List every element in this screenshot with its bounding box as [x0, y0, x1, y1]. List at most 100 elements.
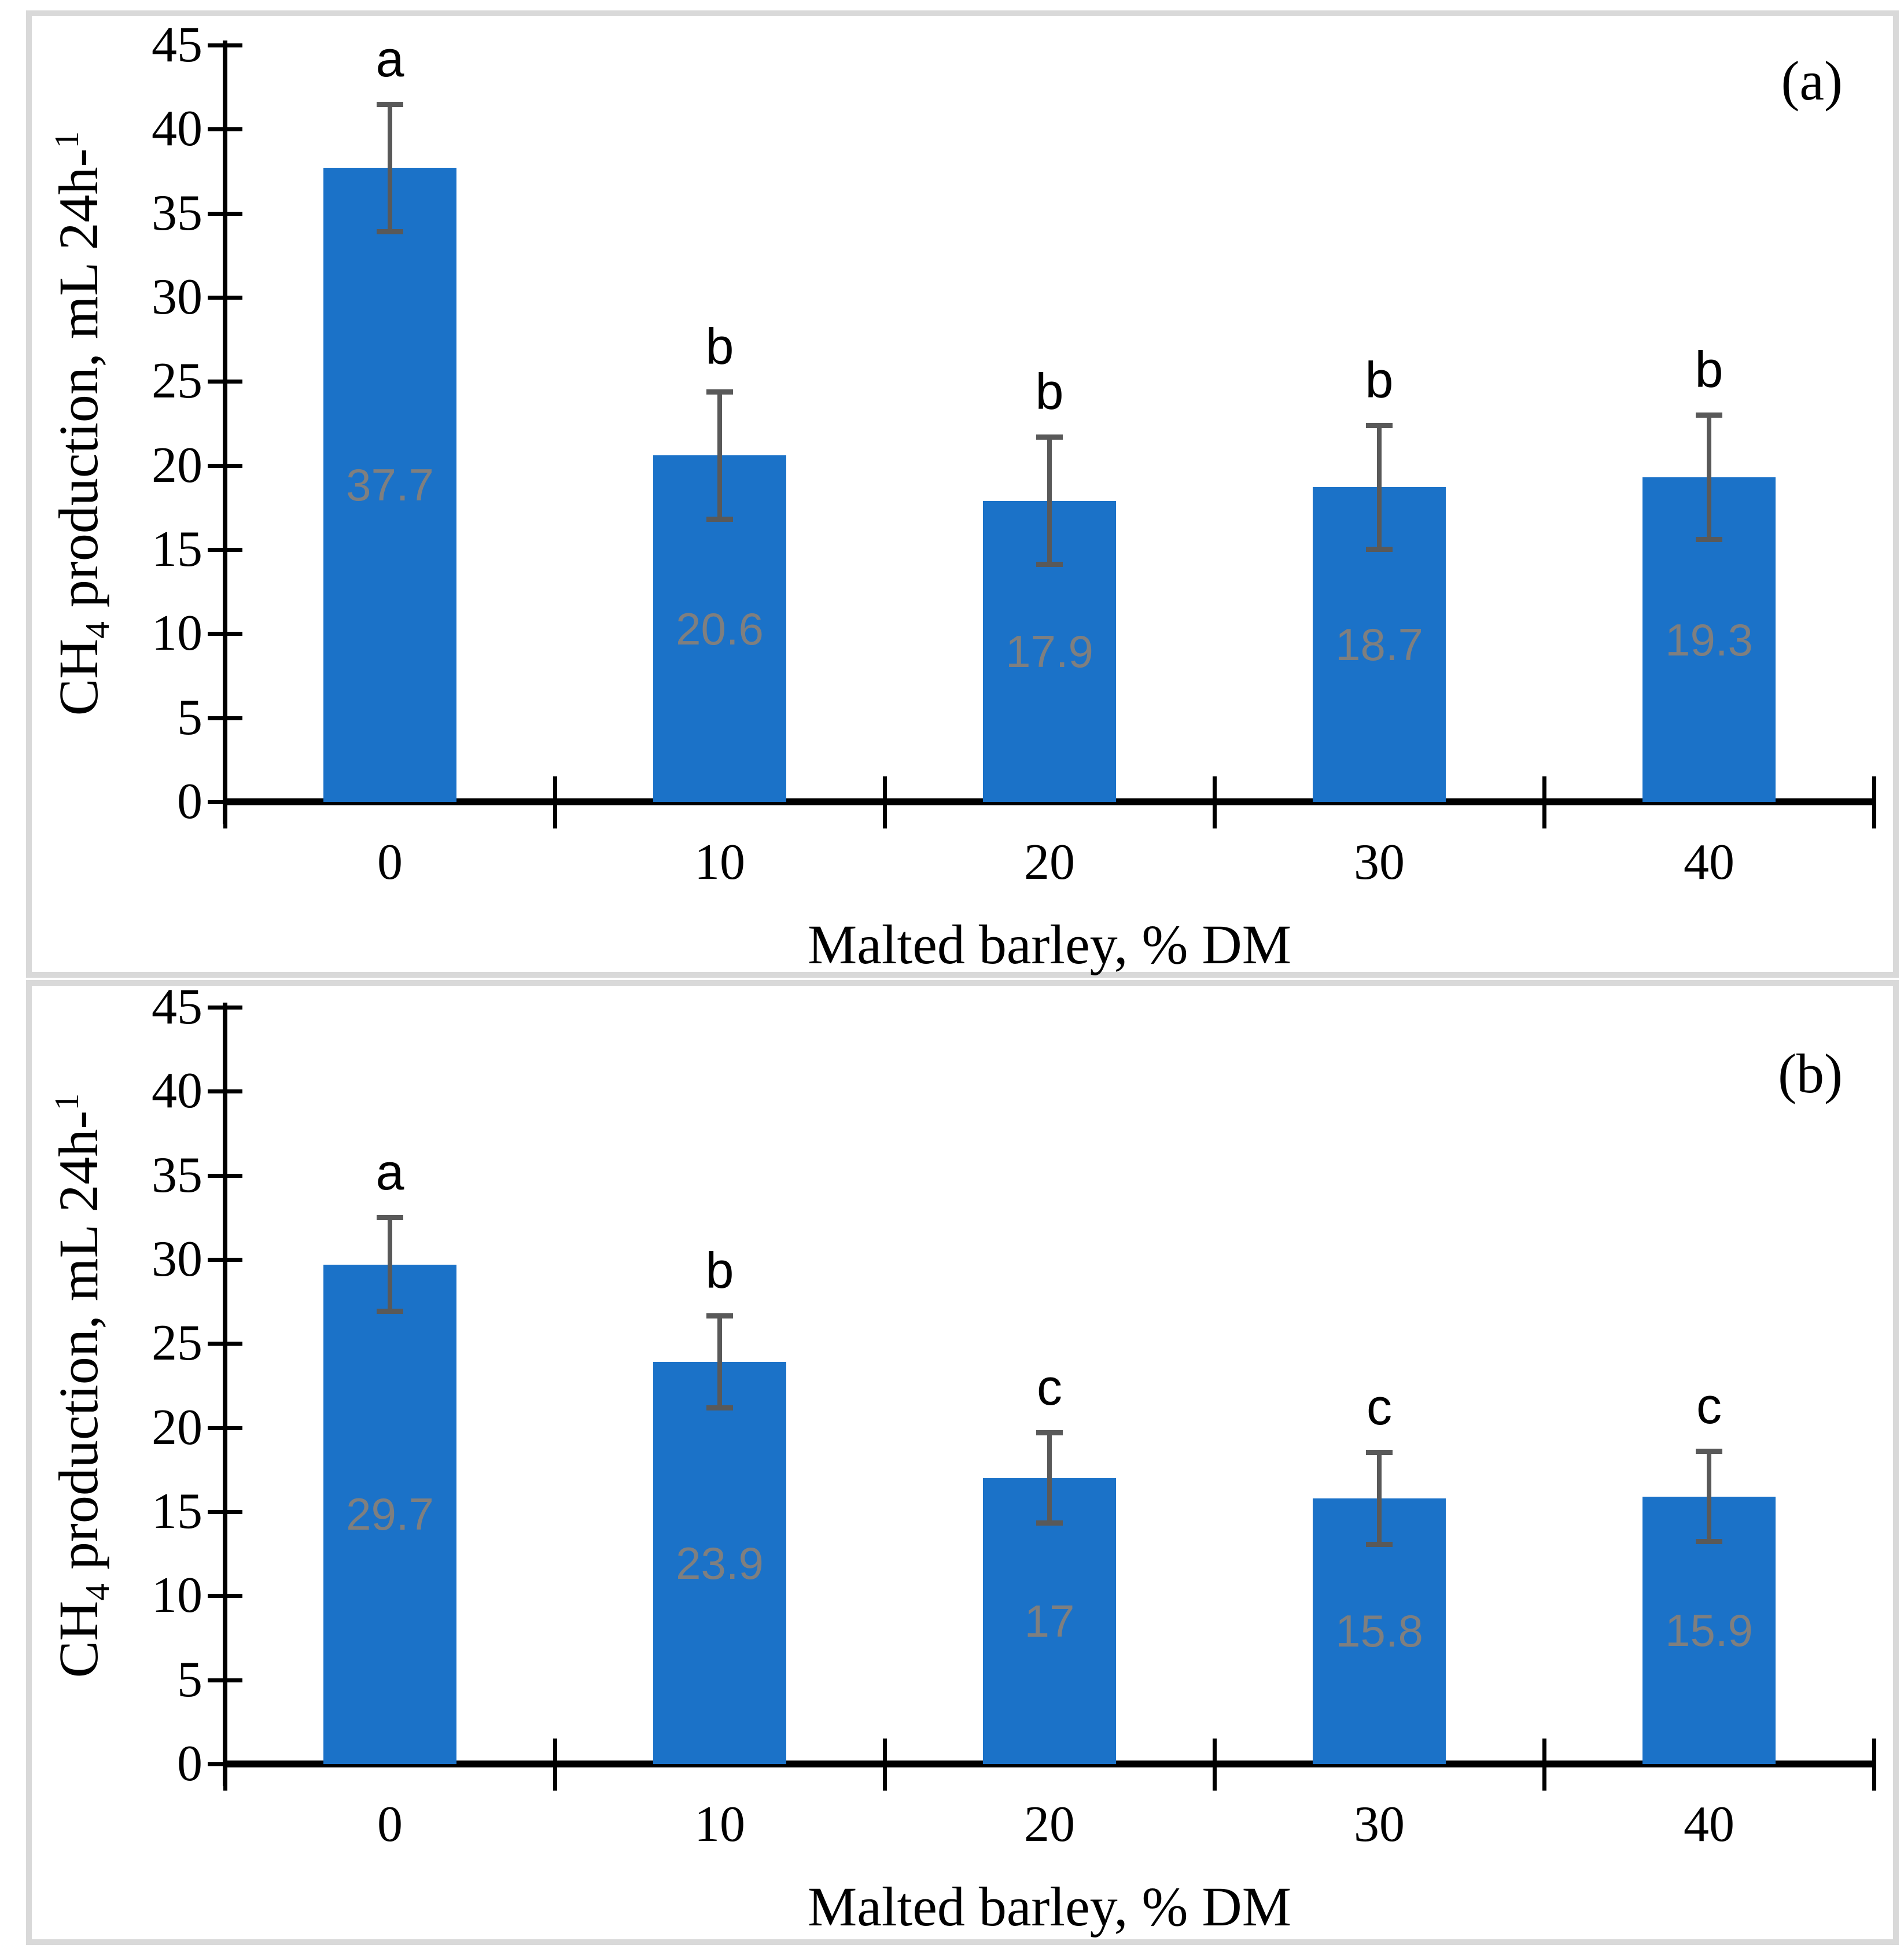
error-bar-line — [1047, 1432, 1052, 1524]
x-axis-tick — [223, 1739, 227, 1791]
significance-letter: a — [375, 1143, 404, 1201]
y-axis-tick — [208, 716, 242, 720]
y-axis-tick-label: 15 — [152, 521, 202, 577]
x-axis-tick-label: 40 — [1684, 834, 1734, 890]
error-bar-line — [388, 104, 392, 232]
x-axis-line — [225, 1761, 1876, 1767]
y-axis-tick — [208, 380, 242, 384]
significance-letter: b — [1365, 351, 1394, 408]
x-axis-tick — [1213, 1739, 1217, 1791]
y-axis-tick — [208, 43, 242, 47]
error-bar-line — [1377, 1452, 1382, 1545]
error-bar-line — [1377, 425, 1382, 550]
y-axis-tick — [208, 296, 242, 300]
y-axis-tick-label: 30 — [152, 1231, 202, 1287]
bar-value-label: 29.7 — [346, 1489, 434, 1540]
x-axis-tick-label: 10 — [694, 1796, 745, 1852]
y-axis-tick-label: 20 — [152, 1399, 202, 1456]
error-bar-line — [1707, 1451, 1711, 1542]
bar-value-label: 19.3 — [1665, 614, 1753, 665]
y-axis-tick-label: 25 — [152, 1315, 202, 1372]
error-bar-cap-bottom — [706, 1405, 733, 1411]
y-axis-tick — [208, 1594, 242, 1599]
y-axis-tick — [208, 632, 242, 636]
x-axis-tick-label: 20 — [1024, 834, 1075, 890]
y-axis-tick — [208, 211, 242, 216]
x-axis-tick — [1213, 776, 1217, 828]
error-bar-cap-bottom — [1696, 1539, 1722, 1545]
y-axis-tick-label: 30 — [152, 269, 202, 325]
error-bar-line — [717, 391, 722, 520]
x-axis-tick-label: 0 — [377, 834, 403, 890]
significance-letter: b — [705, 1242, 734, 1299]
x-axis-tick — [223, 776, 227, 828]
bar — [653, 1362, 786, 1764]
error-bar-cap-bottom — [706, 516, 733, 522]
y-axis-tick-label: 0 — [177, 1736, 202, 1792]
error-bar-cap-bottom — [377, 229, 403, 234]
error-bar-line — [1707, 415, 1711, 540]
y-axis-tick-label: 35 — [152, 185, 202, 241]
y-axis-tick-label: 35 — [152, 1147, 202, 1203]
significance-letter: c — [1696, 1377, 1722, 1435]
y-axis-tick-label: 5 — [177, 1651, 202, 1708]
bar-value-label: 15.8 — [1335, 1605, 1423, 1657]
x-axis-tick — [1872, 1739, 1876, 1791]
chart-panel-b: (b) CH4 production, mL 24h-1 Malted barl… — [26, 979, 1899, 1945]
bar-value-label: 18.7 — [1335, 619, 1423, 671]
panel-corner-label: (b) — [1778, 1043, 1843, 1104]
significance-letter: c — [1037, 1358, 1062, 1416]
y-axis-tick — [208, 127, 242, 132]
x-axis-tick-label: 20 — [1024, 1796, 1075, 1852]
significance-letter: b — [705, 317, 734, 375]
x-axis-tick — [883, 1739, 887, 1791]
error-bar-cap-top — [1696, 413, 1722, 418]
chart-panel-a: (a) CH4 production, mL 24h-1 Malted barl… — [26, 10, 1899, 978]
error-bar-line — [717, 1316, 722, 1409]
x-axis-tick-label: 30 — [1354, 834, 1405, 890]
y-axis-tick-label: 20 — [152, 437, 202, 493]
y-axis-tick-label: 10 — [152, 605, 202, 662]
error-bar-cap-top — [1366, 422, 1393, 428]
x-axis-tick-label: 30 — [1354, 1796, 1405, 1852]
y-axis-line — [223, 1003, 227, 1786]
y-axis-tick — [208, 1258, 242, 1262]
error-bar-cap-top — [1696, 1449, 1722, 1454]
error-bar-cap-top — [1036, 1430, 1063, 1436]
x-axis-tick — [1542, 1739, 1546, 1791]
bar-value-label: 17.9 — [1006, 625, 1093, 677]
x-axis-tick-label: 0 — [377, 1796, 403, 1852]
y-axis-tick — [208, 1510, 242, 1514]
y-axis-tick — [208, 1173, 242, 1178]
error-bar-cap-top — [706, 1313, 733, 1319]
error-bar-line — [388, 1217, 392, 1312]
x-axis-title: Malted barley, % DM — [807, 1876, 1292, 1938]
y-axis-tick-label: 0 — [177, 774, 202, 830]
y-axis-tick — [208, 1342, 242, 1346]
x-axis-tick — [1542, 776, 1546, 828]
bar — [323, 168, 456, 802]
error-bar-cap-bottom — [1036, 562, 1063, 568]
significance-letter: a — [375, 30, 404, 87]
error-bar-cap-top — [706, 389, 733, 395]
error-bar-cap-top — [1036, 434, 1063, 440]
error-bar-cap-bottom — [1036, 1520, 1063, 1526]
y-axis-tick-label: 40 — [152, 101, 202, 157]
x-axis-tick — [1872, 776, 1876, 828]
bar-value-label: 20.6 — [676, 603, 764, 654]
error-bar-cap-bottom — [377, 1309, 403, 1314]
x-axis-tick-label: 40 — [1684, 1796, 1734, 1852]
error-bar-line — [1047, 437, 1052, 565]
x-axis-tick — [553, 1739, 557, 1791]
bar-value-label: 37.7 — [346, 459, 434, 511]
x-axis-tick-label: 10 — [694, 834, 745, 890]
x-axis-tick — [553, 776, 557, 828]
y-axis-tick-label: 10 — [152, 1567, 202, 1624]
y-axis-line — [223, 40, 227, 824]
bar-value-label: 15.9 — [1665, 1604, 1753, 1656]
y-axis-tick — [208, 1089, 242, 1094]
error-bar-cap-top — [1366, 1449, 1393, 1455]
significance-letter: c — [1367, 1378, 1392, 1435]
x-axis-tick — [883, 776, 887, 828]
